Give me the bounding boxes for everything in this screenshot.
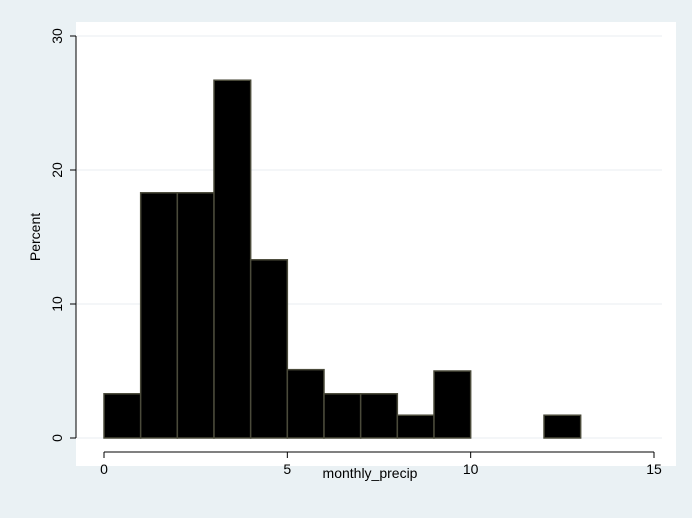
histogram-bar-2 [176, 192, 215, 439]
x-tick-label-1: 5 [283, 461, 291, 477]
x-tick-label-0: 0 [100, 461, 108, 477]
x-tick-label-3: 15 [646, 461, 662, 477]
y-axis-title: Percent [27, 213, 43, 261]
histogram-bar-3 [213, 79, 252, 439]
axes [75, 36, 654, 453]
histogram-bars [103, 79, 582, 439]
histogram-bar-5 [286, 368, 325, 439]
histogram-bar-10 [543, 414, 582, 439]
histogram-bar-8 [396, 414, 435, 439]
histogram-bar-1 [139, 192, 179, 439]
histogram-bar-0 [103, 393, 142, 439]
y-tick-label-0: 0 [49, 434, 65, 442]
axis-ticks: 0 10 20 30 0 5 10 15 [49, 28, 662, 477]
y-tick-label-3: 30 [49, 28, 65, 44]
y-tick-label-1: 10 [49, 296, 65, 312]
histogram-bar-6 [323, 393, 362, 439]
histogram-bar-9 [433, 370, 472, 439]
histogram-bar-4 [249, 259, 289, 439]
x-axis-title: monthly_precip [323, 465, 418, 481]
y-tick-label-2: 20 [49, 162, 65, 178]
x-tick-label-2: 10 [463, 461, 479, 477]
histogram-bar-7 [359, 393, 399, 439]
